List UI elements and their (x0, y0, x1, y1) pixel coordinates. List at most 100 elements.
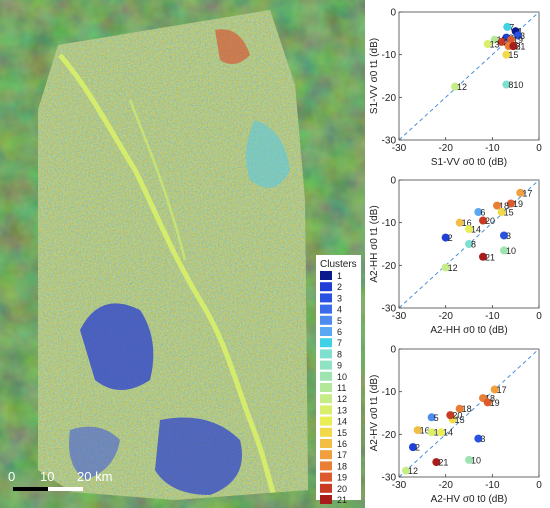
legend-swatch (320, 304, 332, 314)
data-point (479, 216, 487, 225)
data-point (497, 208, 506, 216)
legend-label: 2 (337, 282, 342, 292)
point-label: 8 (471, 240, 476, 250)
legend-swatch (320, 394, 332, 404)
legend-swatch (320, 315, 332, 325)
x-tick-label: -20 (438, 143, 453, 154)
data-point (465, 240, 473, 248)
point-label: 21 (438, 458, 448, 468)
point-label: 16 (420, 426, 430, 436)
data-point (483, 40, 492, 48)
point-label: 18 (499, 201, 509, 211)
scatter-panel-1: -30 -20 -10 0 -30 -20 -10 0 S1-VV σ0 t0 (dB) S1-V… (369, 8, 542, 169)
cluster-scene (38, 10, 308, 500)
legend-label: 10 (337, 372, 347, 382)
legend-swatch (320, 405, 332, 415)
data-point (502, 80, 511, 89)
y-tick-label: -20 (382, 93, 397, 104)
point-label: 7 (509, 22, 514, 32)
legend-swatch (320, 349, 332, 359)
point-label: 19 (513, 35, 523, 45)
point-label: 10 (471, 455, 481, 465)
legend-label: 3 (337, 293, 342, 303)
point-label: 14 (443, 428, 453, 438)
satellite-cluster-map: Clusters 1234567891011121314151617181920… (0, 0, 365, 508)
y-tick-label: -10 (382, 50, 397, 61)
x-tick-label: -30 (392, 311, 407, 322)
point-label: 16 (462, 218, 472, 228)
legend-label: 7 (337, 338, 342, 348)
x-tick-label: -30 (392, 480, 407, 491)
identity-line (398, 11, 540, 141)
legend-label: 14 (337, 417, 347, 427)
y-tick-label: 0 (390, 345, 396, 356)
data-point (465, 225, 473, 234)
legend-swatch (320, 371, 332, 381)
y-axis-label: A2-HV σ0 t1 (dB) (369, 375, 380, 452)
legend-label: 11 (337, 383, 346, 393)
point-label: 19 (490, 398, 500, 408)
point-label: 6 (480, 208, 485, 218)
y-axis-label: S1-VV σ0 t1 (dB) (369, 38, 380, 114)
data-point (500, 231, 508, 240)
data-point (509, 42, 518, 51)
point-label: 12 (448, 263, 458, 273)
legend-label: 21 (337, 495, 347, 505)
data-point (427, 413, 436, 422)
data-point (455, 218, 464, 227)
data-point (402, 466, 410, 475)
point-label: 1 (518, 27, 523, 37)
legend-swatch (320, 416, 332, 426)
point-label: 19 (513, 199, 523, 209)
y-axis-label: A2-HH σ0 t1 (dB) (369, 205, 380, 282)
point-label: 2 (415, 443, 420, 453)
legend-swatch (320, 450, 332, 460)
data-point (502, 50, 511, 59)
legend-label: 1 (337, 271, 342, 281)
legend-swatch (320, 293, 332, 303)
data-point (413, 426, 422, 435)
x-tick-label: 0 (536, 480, 542, 491)
legend-label: 17 (337, 450, 347, 460)
data-point (465, 455, 473, 464)
point-label: 18 (462, 404, 472, 414)
data-point (474, 208, 483, 216)
data-point (455, 404, 464, 413)
data-point (497, 37, 506, 46)
point-label: 3 (480, 434, 485, 444)
x-tick-label: -30 (392, 143, 407, 154)
y-tick-label: -10 (382, 218, 397, 229)
point-label: 15 (504, 208, 514, 218)
legend-label: 8 (337, 349, 342, 359)
data-point (507, 35, 515, 44)
legend-label: 4 (337, 305, 342, 315)
legend-label: 18 (337, 461, 347, 471)
x-tick-label: -20 (438, 311, 453, 322)
scale-bar: 0 10 20 km (8, 469, 112, 491)
legend-swatch (320, 271, 332, 280)
y-tick-label: 0 (390, 176, 396, 187)
legend-swatch (320, 472, 332, 482)
x-tick-label: 0 (536, 143, 542, 154)
x-axis-label: A2-HV σ0 t0 (dB) (431, 494, 508, 505)
y-tick-label: -30 (382, 136, 397, 147)
point-label: 20 (452, 411, 462, 421)
point-label: 3 (506, 231, 511, 241)
data-point (490, 35, 499, 44)
legend-swatch (320, 360, 332, 370)
x-axis-label: A2-HH σ0 t0 (dB) (430, 325, 507, 336)
data-point (493, 201, 501, 210)
legend-label: 19 (337, 473, 347, 483)
legend-label: 16 (337, 439, 347, 449)
legend-label: 9 (337, 361, 342, 371)
scale-label-10: 10 (40, 469, 54, 484)
data-point (441, 233, 450, 242)
data-point (483, 398, 492, 407)
legend-label: 13 (337, 405, 347, 415)
scatter-panel-2: -30 -20 -10 0 -30 -20 -10 0 A2-HH σ0 t0 (dB) A2-H… (369, 176, 542, 337)
legend-swatch (320, 461, 332, 471)
data-point (451, 82, 459, 91)
y-tick-label: -30 (382, 473, 397, 484)
legend-swatch (320, 338, 332, 348)
